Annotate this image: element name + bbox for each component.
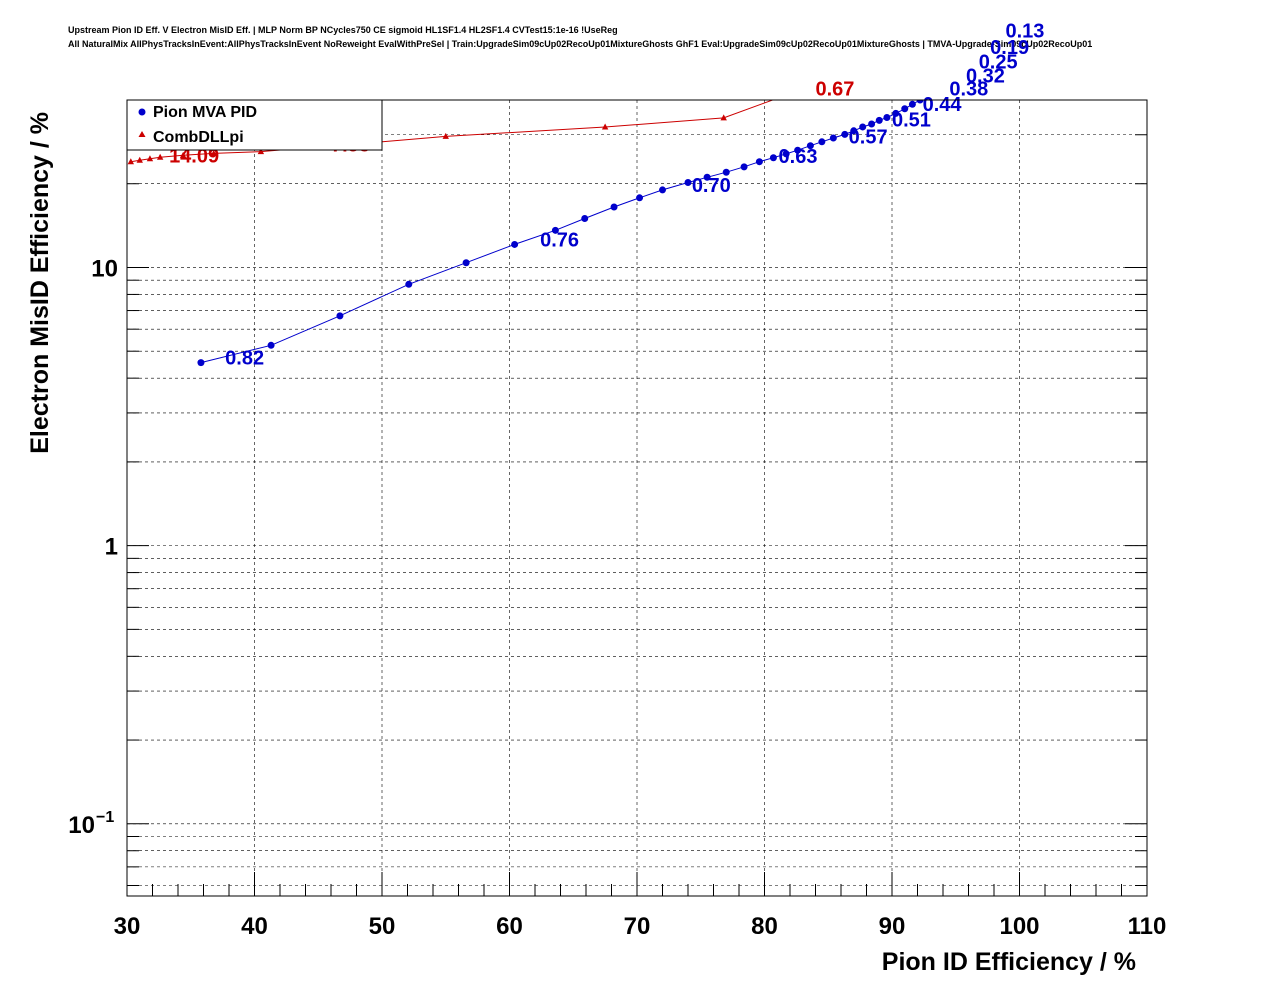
- axis-ticks: [126, 99, 1148, 896]
- threshold-annotation: 0.67: [816, 78, 855, 100]
- data-point: [267, 341, 275, 349]
- threshold-annotation: 0.19: [990, 37, 1029, 59]
- data-point: [210, 149, 217, 156]
- threshold-annotation: 14.09: [169, 145, 219, 167]
- data-point: [892, 109, 900, 117]
- threshold-annotation: 0.82: [225, 347, 264, 369]
- y-axis-label: Electron MisID Efficiency / %: [26, 112, 54, 454]
- data-point: [462, 259, 470, 267]
- data-point: [938, 84, 945, 91]
- y-tick-label: 10: [91, 255, 118, 282]
- data-point: [720, 114, 727, 121]
- data-point: [703, 173, 711, 181]
- chart-title-line2: All NaturalMix AllPhysTracksInEvent:AllP…: [68, 39, 1093, 49]
- data-point: [551, 226, 559, 234]
- y-tick-label-exponent: −1: [96, 809, 114, 826]
- data-point: [866, 46, 872, 52]
- data-point: [806, 142, 814, 150]
- data-point: [769, 154, 777, 162]
- data-point: [740, 163, 748, 171]
- data-point: [636, 194, 644, 202]
- x-tick-label: 60: [496, 913, 523, 940]
- legend-marker-pion-mva: [138, 108, 146, 116]
- data-point: [601, 123, 609, 130]
- grid-lines: [127, 99, 1147, 896]
- data-point: [916, 100, 924, 104]
- data-point: [405, 280, 413, 288]
- threshold-annotation: 0.44: [923, 94, 963, 116]
- data-point: [829, 134, 837, 142]
- data-point: [659, 186, 666, 194]
- threshold-annotation: 0.57: [849, 126, 888, 148]
- threshold-annotation: 0.32: [966, 65, 1005, 87]
- y-tick-label: 10: [68, 812, 95, 839]
- legend-box: [126, 99, 383, 151]
- y-tick-label: 1: [105, 534, 118, 561]
- threshold-annotation: 0.70: [692, 175, 731, 197]
- threshold-annotation: 0.38: [949, 78, 988, 100]
- data-point: [146, 155, 154, 162]
- data-point: [875, 116, 883, 124]
- x-axis-label: Pion ID Efficiency / %: [882, 948, 1136, 976]
- data-point: [818, 138, 826, 146]
- data-point: [511, 240, 519, 248]
- data-point: [581, 214, 589, 222]
- data-point: [197, 359, 205, 367]
- x-tick-label: 70: [624, 913, 651, 940]
- data-point: [722, 168, 730, 176]
- x-tick-label: 80: [751, 913, 778, 940]
- data-point: [156, 153, 164, 160]
- data-point: [442, 132, 449, 139]
- data-point: [957, 71, 964, 78]
- data-point: [684, 179, 692, 187]
- chart-title-line1: Upstream Pion ID Eff. V Electron MisID E…: [68, 25, 618, 35]
- series-line-0: [200, 100, 922, 364]
- data-point: [859, 123, 867, 131]
- series-layer: [127, 25, 1005, 367]
- legend-marker-combdllpi: [138, 131, 146, 137]
- legend-label-combdllpi: CombDLLpi: [153, 129, 244, 146]
- data-point: [908, 100, 916, 108]
- data-point: [868, 120, 876, 128]
- x-tick-label: 90: [879, 913, 906, 940]
- data-point: [257, 148, 265, 155]
- data-point: [610, 203, 618, 211]
- threshold-annotation: 0.25: [979, 52, 1018, 74]
- x-tick-label: 30: [114, 913, 141, 940]
- data-point: [136, 156, 143, 163]
- legend: Pion MVA PID CombDLLpi: [126, 99, 383, 151]
- data-point: [789, 89, 795, 95]
- x-tick-label: 110: [1128, 913, 1167, 940]
- data-point: [841, 130, 849, 138]
- data-point: [782, 150, 790, 158]
- data-point: [794, 146, 802, 154]
- data-point: [755, 158, 763, 166]
- data-point: [127, 158, 135, 165]
- data-point: [998, 25, 1005, 32]
- threshold-annotation: 0.13: [1005, 21, 1044, 43]
- threshold-annotation: 0.51: [892, 110, 931, 132]
- data-point: [876, 42, 882, 48]
- legend-label-pion-mva: Pion MVA PID: [153, 104, 257, 121]
- x-tick-label: 40: [241, 913, 268, 940]
- annotation-layer: 0.82 0.76 0.70 0.63 0.570.510.440.380.320.25…: [169, 21, 1044, 370]
- threshold-annotation: 0.63: [779, 146, 818, 168]
- data-point: [996, 29, 1003, 36]
- data-point: [179, 151, 187, 158]
- x-tick-label: 50: [369, 913, 396, 940]
- threshold-annotation: 0.76: [540, 230, 579, 252]
- data-point: [824, 65, 830, 71]
- data-point: [850, 127, 858, 135]
- data-point: [883, 114, 891, 122]
- data-point: [336, 312, 344, 320]
- data-point: [848, 53, 854, 59]
- x-tick-label: 100: [999, 913, 1039, 940]
- data-point: [901, 105, 909, 113]
